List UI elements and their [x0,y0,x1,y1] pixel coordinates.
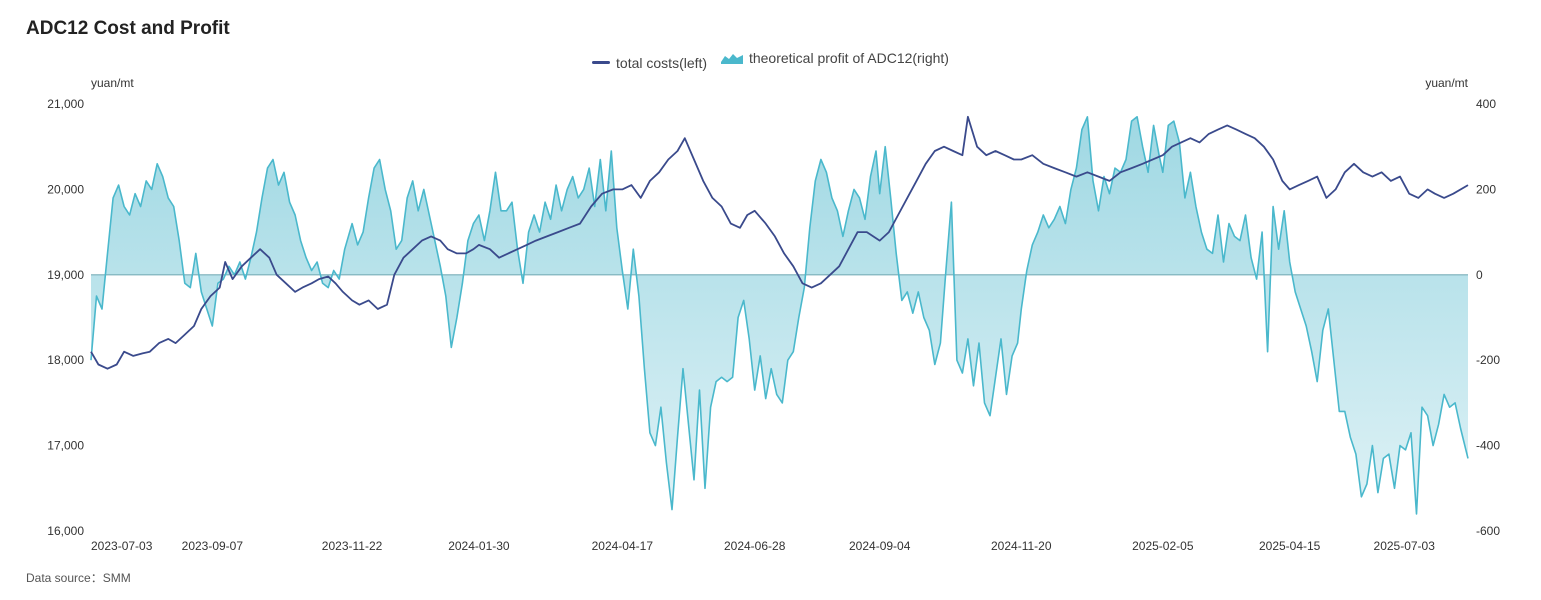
x-axis-tick-label: 2024-09-04 [849,539,911,553]
left-axis-tick-label: 19,000 [47,268,84,282]
x-axis-tick-label: 2024-04-17 [592,539,654,553]
right-axis-tick-label: -200 [1476,353,1500,367]
x-axis-tick-label: 2024-11-20 [991,539,1052,553]
right-axis-unit: yuan/mt [1425,76,1468,90]
right-axis-tick-label: -600 [1476,524,1500,538]
left-axis-tick-label: 17,000 [47,439,84,453]
profit-area-fill [91,116,1468,514]
axes-group: 16,000 17,000 18,000 19,000 20,000 21,000 -600… [47,76,1500,553]
legend: total costs(left) theoretical profit of … [0,50,1541,71]
left-axis-tick-label: 21,000 [47,97,84,111]
x-axis-tick-label: 2024-06-28 [724,539,786,553]
total-costs-series-line[interactable] [90,115,1469,370]
left-axis-tick-label: 16,000 [47,524,84,538]
legend-label-total-costs: total costs(left) [616,54,708,71]
x-axis-tick-label: 2025-07-03 [1374,539,1436,553]
legend-line-swatch [592,61,611,64]
legend-item-theoretical-profit[interactable]: theoretical profit of ADC12(right) [720,50,949,66]
x-axis-tick-label: 2024-01-30 [448,539,510,553]
x-axis-tick-label: 2023-11-22 [322,539,383,553]
left-axis-tick-label: 20,000 [47,182,84,196]
legend-area-swatch [720,54,743,64]
x-axis-tick-label: 2023-09-07 [182,539,244,553]
x-axis-tick-label: 2025-04-15 [1259,539,1321,553]
profit-series-line[interactable] [90,116,1469,515]
profit-area-group [91,116,1468,514]
right-axis-tick-label: 200 [1476,182,1496,196]
legend-label-theoretical-profit: theoretical profit of ADC12(right) [748,50,949,66]
right-axis-tick-label: 0 [1476,268,1483,282]
left-axis-tick-label: 18,000 [47,353,84,367]
left-axis-unit: yuan/mt [91,76,134,90]
right-axis-tick-label: -400 [1476,439,1500,453]
series-lines-group [90,115,1469,515]
data-source-note: Data source：SMM [26,571,131,585]
x-axis-tick-label: 2025-02-05 [1132,539,1194,553]
legend-item-total-costs[interactable]: total costs(left) [592,55,707,71]
right-axis-tick-label: 400 [1476,97,1496,111]
x-axis-tick-label: 2023-07-03 [91,539,153,553]
chart-title: ADC12 Cost and Profit [26,18,230,39]
